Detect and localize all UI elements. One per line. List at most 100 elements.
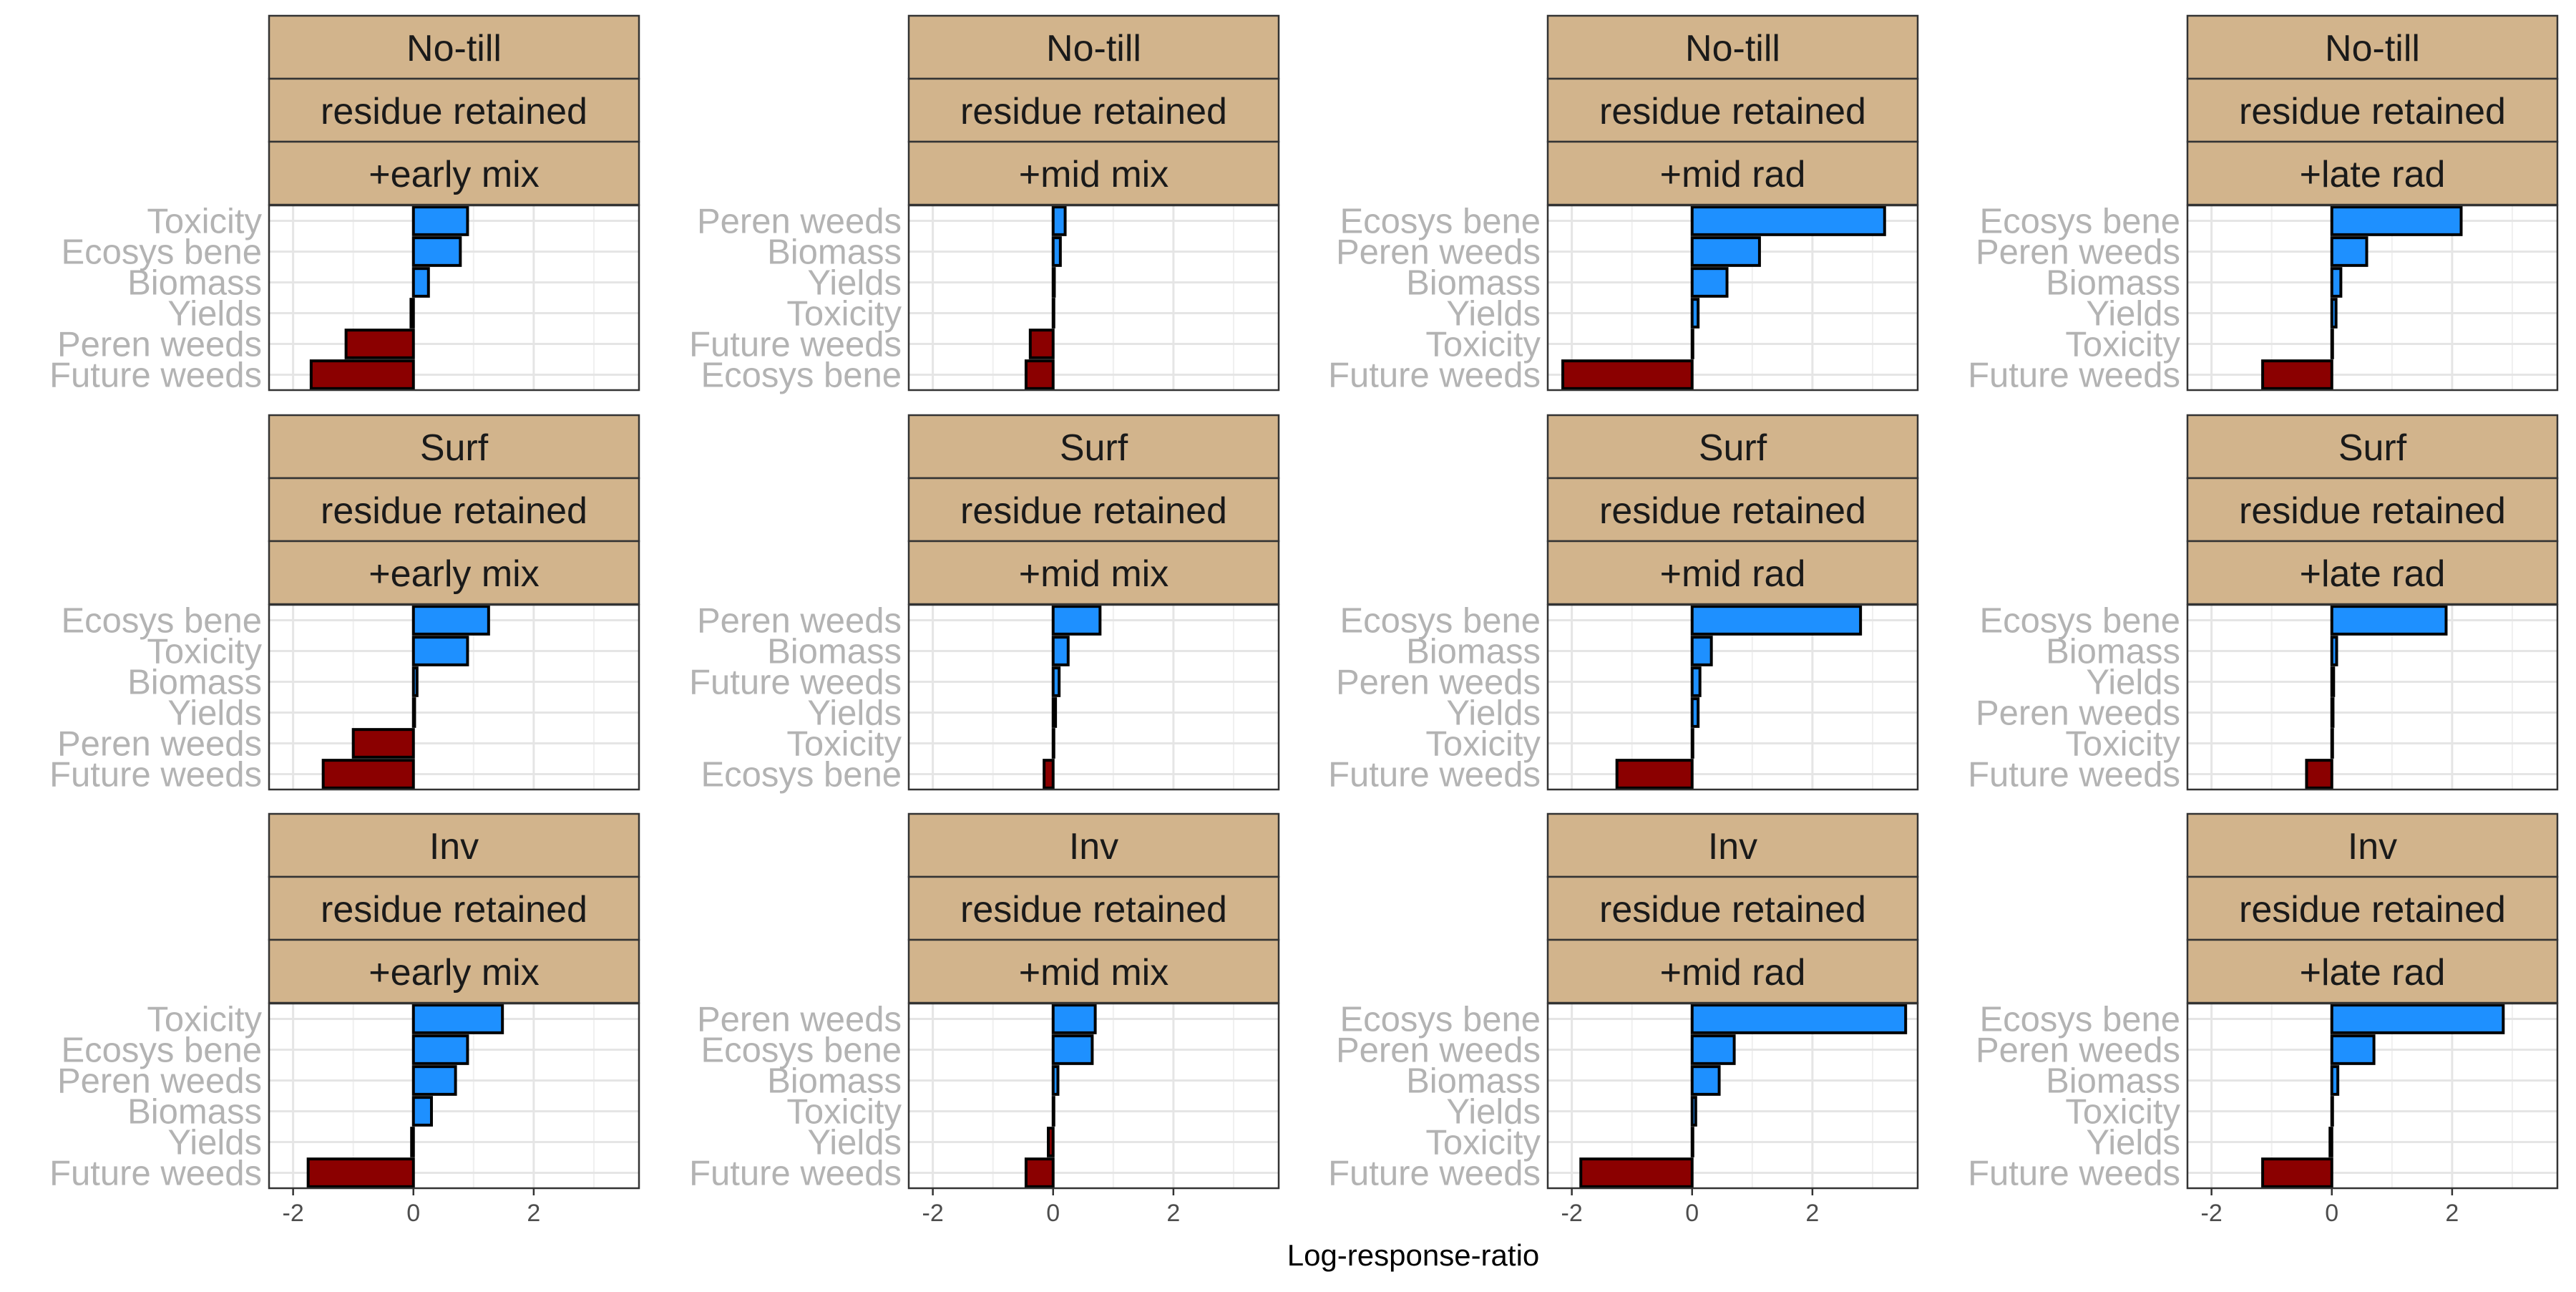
facet-panel: Surf residue retained +late rad Ecosys bene… xyxy=(1968,414,2559,795)
strip-box xyxy=(1546,875,1919,941)
bar xyxy=(1051,1065,1060,1096)
strip-label: +mid mix xyxy=(1019,154,1169,195)
bar xyxy=(411,1096,433,1127)
facet-panel: No-till residue retained +early mix Toxicit… xyxy=(49,14,640,395)
y-tick-label: Yields xyxy=(1446,694,1541,733)
strip-label: residue retained xyxy=(960,490,1227,532)
bar xyxy=(1043,759,1055,790)
facet-panel: Inv residue retained +early mix ToxicityEco… xyxy=(49,812,640,1227)
y-tick-label: Ecosys bene xyxy=(1340,602,1541,641)
panel-border xyxy=(907,204,1280,392)
y-tick-label: Yields xyxy=(167,1124,262,1162)
bar xyxy=(1690,1065,1721,1096)
bar xyxy=(1051,666,1061,697)
y-tick-label: Biomass xyxy=(127,664,262,702)
strip-box xyxy=(1546,14,1919,80)
strip-label: +mid rad xyxy=(1660,952,1806,994)
x-tick-label: 0 xyxy=(2325,1200,2338,1227)
strip-box xyxy=(1546,938,1919,1004)
strip-label: residue retained xyxy=(321,91,587,132)
bar xyxy=(411,1004,504,1034)
y-tick-label: Biomass xyxy=(1406,1062,1541,1101)
bar xyxy=(1690,267,1729,298)
y-tick-label: Future weeds xyxy=(49,356,262,395)
bar xyxy=(2330,666,2336,697)
y-tick-label: Biomass xyxy=(127,264,262,303)
panel-background xyxy=(269,605,639,790)
y-tick-label: Toxicity xyxy=(1425,725,1541,764)
y-tick-label: Toxicity xyxy=(786,295,902,334)
panel-border xyxy=(268,1002,640,1190)
bar xyxy=(1690,205,1886,236)
y-tick-label: Ecosys bene xyxy=(1340,1001,1541,1039)
strip-box xyxy=(1546,77,1919,143)
y-tick-label: Toxicity xyxy=(1425,326,1541,364)
y-tick-label: Toxicity xyxy=(147,203,262,241)
bar xyxy=(2330,329,2334,359)
y-tick-label: Future weeds xyxy=(49,1155,262,1193)
strip-label: residue retained xyxy=(321,889,587,931)
bar xyxy=(306,1157,415,1188)
bar xyxy=(1024,1157,1055,1188)
bar xyxy=(1051,267,1056,298)
y-tick-label: Yields xyxy=(807,264,902,303)
strip-box xyxy=(2186,875,2559,941)
x-tick-label: 2 xyxy=(527,1200,540,1227)
strip-box xyxy=(2186,938,2559,1004)
bar xyxy=(411,1034,469,1065)
panel-border xyxy=(2186,204,2559,392)
strip-box xyxy=(268,414,640,480)
bar xyxy=(1024,359,1055,390)
bar xyxy=(1051,728,1055,759)
y-tick-label: Biomass xyxy=(2046,1062,2180,1101)
y-tick-label: Yields xyxy=(167,295,262,334)
y-tick-label: Peren weeds xyxy=(697,602,902,641)
y-tick-label: Biomass xyxy=(767,233,902,272)
y-tick-label: Future weeds xyxy=(689,664,902,702)
y-tick-label: Future weeds xyxy=(1968,1155,2180,1193)
bar xyxy=(411,267,430,298)
strip-label: +mid mix xyxy=(1019,553,1169,595)
bar xyxy=(2330,605,2448,636)
bar xyxy=(1690,1004,1908,1034)
x-axis-title: Log-response-ratio xyxy=(1287,1238,1540,1272)
panel-background xyxy=(909,605,1279,790)
facet-panel: Inv residue retained +mid rad Ecosys benePe… xyxy=(1328,812,1919,1227)
x-tick-label: -2 xyxy=(922,1200,944,1227)
bar xyxy=(411,205,469,236)
y-tick-label: Ecosys bene xyxy=(61,233,262,272)
x-tick-label: -2 xyxy=(2201,1200,2223,1227)
x-tick-label: 0 xyxy=(1685,1200,1699,1227)
y-tick-label: Biomass xyxy=(1406,633,1541,671)
strip-label: No-till xyxy=(2325,28,2420,69)
strip-label: residue retained xyxy=(960,91,1227,132)
y-tick-label: Yields xyxy=(2086,295,2180,334)
y-tick-label: Yields xyxy=(167,694,262,733)
y-tick-label: Ecosys bene xyxy=(701,356,902,395)
strip-box xyxy=(907,875,1280,941)
panel-background xyxy=(2187,205,2557,390)
bar xyxy=(1690,1096,1697,1127)
panel-background xyxy=(1548,605,1918,790)
strip-label: Inv xyxy=(429,826,479,868)
y-tick-label: Biomass xyxy=(2046,264,2180,303)
bar xyxy=(2330,1096,2334,1127)
y-tick-label: Ecosys bene xyxy=(701,1031,902,1070)
strip-label: +mid rad xyxy=(1660,553,1806,595)
y-tick-label: Future weeds xyxy=(689,326,902,364)
strip-box xyxy=(268,477,640,543)
bar xyxy=(1051,298,1055,329)
bar xyxy=(2330,298,2338,329)
strip-label: No-till xyxy=(1685,28,1780,69)
y-tick-label: Toxicity xyxy=(2065,326,2180,364)
y-tick-label: Toxicity xyxy=(2065,1093,2180,1132)
y-tick-label: Yields xyxy=(1446,295,1541,334)
y-tick-label: Ecosys bene xyxy=(1340,203,1541,241)
panel-border xyxy=(907,1002,1280,1190)
panel-border xyxy=(2186,1002,2559,1190)
y-tick-label: Yields xyxy=(807,694,902,733)
y-tick-label: Ecosys bene xyxy=(1979,602,2180,641)
strip-label: Inv xyxy=(1708,826,1757,868)
